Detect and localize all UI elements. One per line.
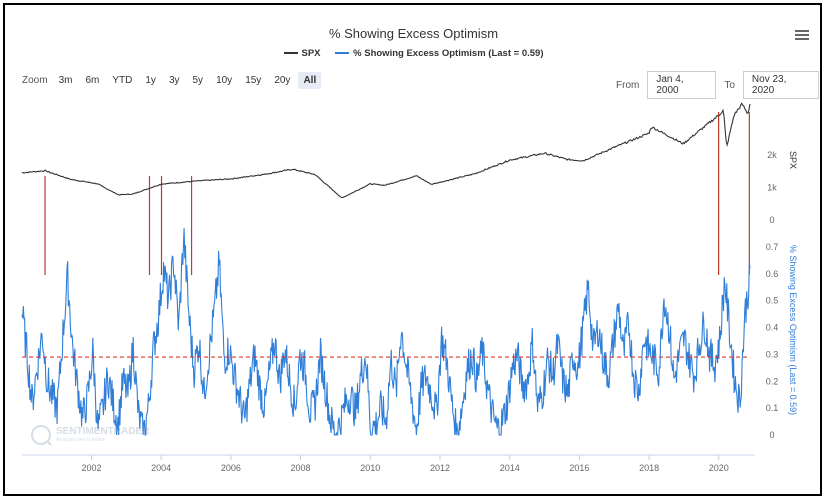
- hamburger-menu-icon[interactable]: [795, 28, 809, 42]
- zoom-button-20y[interactable]: 20y: [274, 75, 291, 86]
- x-tick-label: 2014: [500, 463, 520, 473]
- zoom-button-10y[interactable]: 10y: [216, 75, 233, 86]
- from-label: From: [616, 79, 640, 91]
- spx-y-tick-label: 0: [769, 215, 774, 225]
- spx-series-line: [21, 102, 751, 199]
- optimism-axis-title: % Showing Excess Optimism (Last = 0.59): [788, 245, 798, 415]
- sentimentrader-watermark: SENTIMENTRADER Analysis over Emotion: [30, 424, 149, 446]
- zoom-button-3m[interactable]: 3m: [58, 75, 73, 86]
- legend-item-spx[interactable]: SPX: [283, 47, 321, 59]
- spx-y-tick-label: 2k: [767, 150, 777, 160]
- x-tick-label: 2018: [639, 463, 659, 473]
- legend-optimism-swatch: [335, 52, 350, 54]
- optimism-y-tick-label: 0: [769, 430, 774, 440]
- chart-legend: SPX % Showing Excess Optimism (Last = 0.…: [0, 46, 827, 59]
- x-tick-label: 2002: [81, 463, 101, 473]
- from-date-input[interactable]: Jan 4, 2000: [647, 71, 717, 99]
- zoom-button-ytd[interactable]: YTD: [112, 75, 133, 86]
- legend-spx-label: SPX: [301, 47, 321, 59]
- x-tick-label: 2004: [151, 463, 171, 473]
- legend-spx-swatch: [283, 52, 298, 54]
- zoom-bar: Zoom 3m 6m YTD 1y 3y 5y 10y 15y 20y All: [22, 72, 324, 89]
- date-range: From Jan 4, 2000 To Nov 23, 2020: [616, 71, 827, 99]
- zoom-button-all[interactable]: All: [298, 72, 322, 89]
- zoom-button-1y[interactable]: 1y: [145, 75, 156, 86]
- legend-optimism-label: % Showing Excess Optimism (Last = 0.59): [353, 47, 544, 59]
- x-tick-label: 2016: [569, 463, 589, 473]
- watermark-text: SENTIMENTRADER: [56, 426, 150, 437]
- zoom-label: Zoom: [22, 75, 48, 86]
- x-tick-label: 2008: [291, 463, 311, 473]
- optimism-y-tick-label: 0.1: [766, 403, 779, 413]
- x-tick-label: 2020: [709, 463, 729, 473]
- optimism-series-line: [21, 228, 751, 436]
- x-tick-label: 2010: [360, 463, 380, 473]
- x-tick-label: 2012: [430, 463, 450, 473]
- optimism-y-tick-label: 0.7: [766, 242, 779, 252]
- x-tick-label: 2006: [221, 463, 241, 473]
- optimism-y-tick-label: 0.6: [766, 269, 779, 279]
- watermark-logo-icon: [31, 425, 52, 446]
- zoom-button-3y[interactable]: 3y: [168, 75, 180, 86]
- to-label: To: [724, 79, 735, 91]
- spx-y-tick-label: 1k: [767, 183, 777, 193]
- optimism-y-tick-label: 0.5: [766, 296, 779, 306]
- optimism-y-tick-label: 0.3: [766, 349, 779, 359]
- zoom-button-6m[interactable]: 6m: [85, 75, 100, 86]
- to-date-input[interactable]: Nov 23, 2020: [742, 71, 819, 99]
- optimism-y-tick-label: 0.4: [766, 323, 779, 333]
- optimism-y-tick-label: 0.2: [766, 376, 779, 386]
- zoom-button-15y[interactable]: 15y: [245, 75, 262, 86]
- zoom-button-5y[interactable]: 5y: [192, 75, 204, 86]
- chart-title: % Showing Excess Optimism: [328, 26, 499, 41]
- watermark-subtext: Analysis over Emotion: [56, 437, 106, 443]
- spx-axis-title: SPX: [788, 151, 798, 169]
- legend-item-optimism[interactable]: % Showing Excess Optimism (Last = 0.59): [335, 48, 543, 59]
